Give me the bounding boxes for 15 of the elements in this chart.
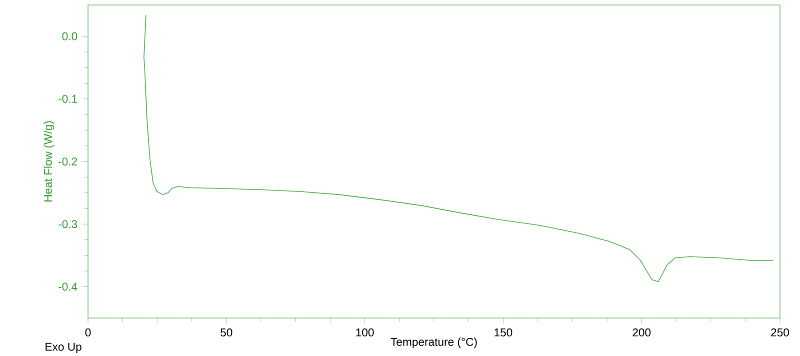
y-tick-label: -0.4 [58, 282, 78, 291]
y-tick-label: -0.3 [58, 220, 78, 228]
y-tick-label: -0.1 [58, 94, 78, 103]
x-tick-label: 150 [494, 328, 512, 336]
text: Exo Up [46, 342, 82, 353]
line-series [144, 14, 774, 282]
x-tick-label: 50 [220, 328, 232, 336]
y-axis-title: Heat Flow (W/g) [44, 121, 54, 202]
y-tick-label: 0.0 [62, 32, 78, 40]
x-tick-label: 0 [85, 328, 91, 336]
x-axis-title: Temperature (°C) [390, 338, 477, 348]
x-tick-label: 200 [632, 328, 651, 336]
x-tick-label: 250 [771, 328, 789, 336]
x-tick-label: 100 [356, 328, 374, 336]
y-tick-label: -0.2 [58, 157, 78, 166]
